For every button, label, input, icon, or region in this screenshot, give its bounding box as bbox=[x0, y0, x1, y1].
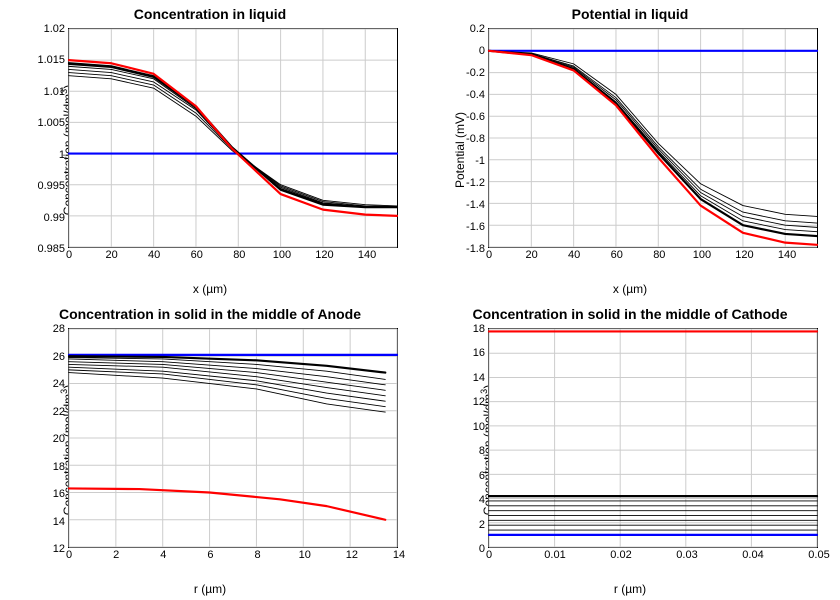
x-axis-label: x (µm) bbox=[420, 282, 840, 296]
x-axis-label: r (µm) bbox=[420, 582, 840, 596]
chart-title: Concentration in solid in the middle of … bbox=[420, 306, 840, 322]
chart-title: Concentration in liquid bbox=[0, 6, 420, 22]
y-tick: 1.005 bbox=[37, 117, 65, 129]
y-tick: 28 bbox=[53, 323, 65, 335]
x-tick: 2 bbox=[113, 549, 119, 561]
x-tick: 0 bbox=[66, 549, 72, 561]
y-tick: 0.995 bbox=[37, 180, 65, 192]
y-tick: -1.8 bbox=[466, 243, 485, 255]
x-tick: 140 bbox=[358, 249, 376, 261]
y-axis-label: Potential (mV) bbox=[453, 112, 467, 188]
x-tick: 14 bbox=[393, 549, 405, 561]
x-tick: 0.05 bbox=[808, 549, 829, 561]
y-tick: 26 bbox=[53, 351, 65, 363]
x-axis-label: x (µm) bbox=[0, 282, 420, 296]
y-tick: -0.6 bbox=[466, 111, 485, 123]
x-tick: 100 bbox=[273, 249, 291, 261]
panel-pot-liquid: Potential in liquid Potential (mV) x (µm… bbox=[420, 0, 840, 300]
y-tick: -1.2 bbox=[466, 177, 485, 189]
x-tick: 120 bbox=[735, 249, 753, 261]
y-tick: 16 bbox=[53, 488, 65, 500]
x-tick: 0.01 bbox=[544, 549, 565, 561]
chart-title: Concentration in solid in the middle of … bbox=[0, 306, 420, 322]
panel-conc-anode: Concentration in solid in the middle of … bbox=[0, 300, 420, 600]
y-tick: 18 bbox=[473, 323, 485, 335]
y-tick: -1.4 bbox=[466, 199, 485, 211]
x-tick: 4 bbox=[160, 549, 166, 561]
y-tick: 0 bbox=[479, 45, 485, 57]
y-tick: 0.2 bbox=[470, 23, 485, 35]
y-tick: 2 bbox=[479, 519, 485, 531]
x-tick: 12 bbox=[346, 549, 358, 561]
panel-conc-cathode: Concentration in solid in the middle of … bbox=[420, 300, 840, 600]
y-tick: 20 bbox=[53, 433, 65, 445]
x-tick: 40 bbox=[568, 249, 580, 261]
y-tick: 1.015 bbox=[37, 54, 65, 66]
x-tick: 140 bbox=[778, 249, 796, 261]
x-tick: 0 bbox=[486, 249, 492, 261]
y-tick: 24 bbox=[53, 378, 65, 390]
plot-area: 020406080100120140-1.8-1.6-1.4-1.2-1-0.8… bbox=[488, 28, 818, 248]
x-tick: 0 bbox=[66, 249, 72, 261]
y-tick: 0.99 bbox=[44, 212, 65, 224]
x-tick: 40 bbox=[148, 249, 160, 261]
y-tick: 1 bbox=[59, 149, 65, 161]
y-tick: 12 bbox=[53, 543, 65, 555]
chart-title: Potential in liquid bbox=[420, 6, 840, 22]
y-tick: 1.01 bbox=[44, 86, 65, 98]
x-tick: 80 bbox=[653, 249, 665, 261]
x-tick: 6 bbox=[207, 549, 213, 561]
y-tick: 10 bbox=[473, 421, 485, 433]
x-tick: 80 bbox=[233, 249, 245, 261]
y-tick: 12 bbox=[473, 396, 485, 408]
plot-area: 00.010.020.030.040.05024681012141618 bbox=[488, 328, 818, 548]
x-tick: 60 bbox=[191, 249, 203, 261]
x-tick: 0 bbox=[486, 549, 492, 561]
y-tick: 0 bbox=[479, 543, 485, 555]
panel-conc-liquid: Concentration in liquid Concentration (m… bbox=[0, 0, 420, 300]
y-tick: 0.985 bbox=[37, 243, 65, 255]
y-tick: 18 bbox=[53, 461, 65, 473]
y-tick: -0.4 bbox=[466, 89, 485, 101]
x-tick: 0.03 bbox=[676, 549, 697, 561]
y-tick: 1.02 bbox=[44, 23, 65, 35]
x-tick: 120 bbox=[315, 249, 333, 261]
y-tick: 14 bbox=[473, 372, 485, 384]
x-tick: 8 bbox=[255, 549, 261, 561]
plot-area: 0204060801001201400.9850.990.99511.0051.… bbox=[68, 28, 398, 248]
x-tick: 20 bbox=[525, 249, 537, 261]
x-tick: 10 bbox=[299, 549, 311, 561]
y-tick: -1 bbox=[475, 155, 485, 167]
y-tick: -1.6 bbox=[466, 221, 485, 233]
y-tick: -0.2 bbox=[466, 67, 485, 79]
x-tick: 60 bbox=[611, 249, 623, 261]
x-tick: 20 bbox=[105, 249, 117, 261]
y-tick: 8 bbox=[479, 445, 485, 457]
x-tick: 0.02 bbox=[610, 549, 631, 561]
y-tick: 6 bbox=[479, 470, 485, 482]
x-tick: 0.04 bbox=[742, 549, 763, 561]
x-tick: 100 bbox=[693, 249, 711, 261]
x-axis-label: r (µm) bbox=[0, 582, 420, 596]
y-tick: 14 bbox=[53, 516, 65, 528]
plot-area: 02468101214121416182022242628 bbox=[68, 328, 398, 548]
y-tick: 4 bbox=[479, 494, 485, 506]
y-tick: 22 bbox=[53, 406, 65, 418]
y-tick: -0.8 bbox=[466, 133, 485, 145]
chart-grid: Concentration in liquid Concentration (m… bbox=[0, 0, 840, 600]
y-tick: 16 bbox=[473, 347, 485, 359]
